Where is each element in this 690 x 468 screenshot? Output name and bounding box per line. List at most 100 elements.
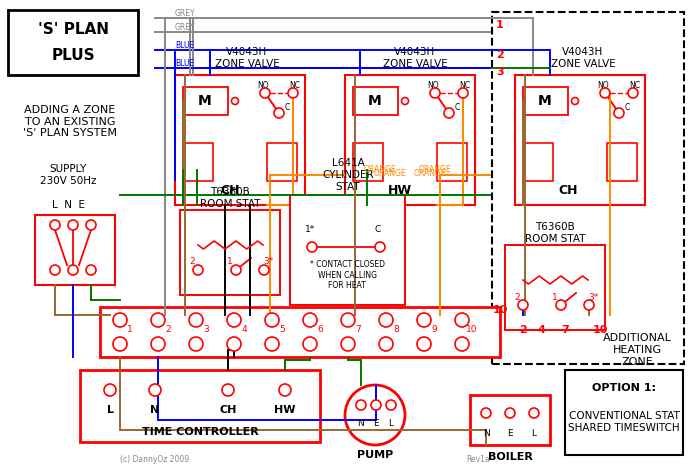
Text: M: M: [198, 94, 212, 108]
FancyBboxPatch shape: [267, 143, 297, 181]
Circle shape: [481, 408, 491, 418]
Text: 2: 2: [519, 325, 527, 335]
Circle shape: [417, 313, 431, 327]
Text: * CONTACT CLOSED
WHEN CALLING
FOR HEAT: * CONTACT CLOSED WHEN CALLING FOR HEAT: [310, 260, 384, 290]
Text: 9: 9: [431, 324, 437, 334]
Circle shape: [303, 337, 317, 351]
Circle shape: [379, 313, 393, 327]
Circle shape: [151, 313, 165, 327]
Text: L: L: [106, 405, 113, 415]
FancyBboxPatch shape: [345, 75, 475, 205]
Text: 3*: 3*: [588, 292, 598, 301]
Text: NC: NC: [460, 80, 471, 89]
Text: CH: CH: [558, 183, 578, 197]
Circle shape: [279, 384, 291, 396]
Text: 10: 10: [466, 324, 477, 334]
Circle shape: [455, 337, 469, 351]
FancyBboxPatch shape: [505, 245, 605, 330]
Text: NO: NO: [427, 80, 439, 89]
Text: 1*: 1*: [305, 226, 315, 234]
FancyBboxPatch shape: [80, 370, 320, 442]
Text: ORANGE: ORANGE: [364, 166, 396, 175]
Text: 3: 3: [203, 324, 209, 334]
Circle shape: [505, 408, 515, 418]
Circle shape: [231, 265, 241, 275]
Text: 1: 1: [227, 257, 233, 266]
Text: 7: 7: [561, 325, 569, 335]
Text: GREY: GREY: [175, 23, 196, 32]
Circle shape: [288, 88, 298, 98]
Circle shape: [379, 337, 393, 351]
FancyBboxPatch shape: [290, 195, 405, 305]
Circle shape: [227, 337, 241, 351]
Text: 2: 2: [496, 50, 504, 60]
FancyBboxPatch shape: [175, 75, 305, 205]
Text: NO: NO: [597, 80, 609, 89]
FancyBboxPatch shape: [470, 395, 550, 445]
Text: 1: 1: [552, 292, 558, 301]
Text: V4043H
ZONE VALVE: V4043H ZONE VALVE: [215, 47, 279, 69]
Text: T6360B
ROOM STAT: T6360B ROOM STAT: [525, 222, 585, 244]
Text: 4: 4: [537, 325, 545, 335]
Circle shape: [417, 337, 431, 351]
Circle shape: [345, 385, 405, 445]
Text: V4043H
ZONE VALVE: V4043H ZONE VALVE: [551, 47, 615, 69]
Circle shape: [222, 384, 234, 396]
Circle shape: [444, 108, 454, 118]
Circle shape: [113, 313, 127, 327]
Text: L: L: [388, 418, 393, 427]
Text: NC: NC: [290, 80, 301, 89]
Circle shape: [50, 220, 60, 230]
Text: BLUE: BLUE: [175, 42, 195, 51]
Text: E: E: [507, 429, 513, 438]
Circle shape: [584, 300, 594, 310]
Text: N: N: [150, 405, 159, 415]
Text: 3: 3: [496, 67, 504, 77]
Text: L641A
CYLINDER
STAT: L641A CYLINDER STAT: [322, 158, 374, 191]
Text: ORANGE: ORANGE: [414, 168, 446, 177]
Circle shape: [50, 265, 60, 275]
Circle shape: [265, 337, 279, 351]
Text: PUMP: PUMP: [357, 450, 393, 460]
FancyBboxPatch shape: [523, 87, 568, 115]
FancyBboxPatch shape: [437, 143, 467, 181]
FancyBboxPatch shape: [8, 10, 138, 75]
Circle shape: [86, 220, 96, 230]
Circle shape: [371, 400, 381, 410]
FancyBboxPatch shape: [183, 87, 228, 115]
Text: NO: NO: [257, 80, 269, 89]
FancyBboxPatch shape: [180, 210, 280, 295]
Circle shape: [455, 313, 469, 327]
Text: 6: 6: [317, 324, 323, 334]
Text: 'S' PLAN: 'S' PLAN: [37, 22, 108, 37]
FancyBboxPatch shape: [35, 215, 115, 285]
Circle shape: [189, 337, 203, 351]
Circle shape: [227, 313, 241, 327]
Text: CONVENTIONAL STAT
SHARED TIMESWITCH: CONVENTIONAL STAT SHARED TIMESWITCH: [568, 411, 680, 433]
Text: L  N  E: L N E: [52, 200, 84, 210]
Text: 2: 2: [165, 324, 171, 334]
Text: 4: 4: [241, 324, 247, 334]
Text: T6360B
ROOM STAT: T6360B ROOM STAT: [199, 187, 260, 209]
Text: ORANGE: ORANGE: [374, 168, 406, 177]
Circle shape: [259, 265, 269, 275]
FancyBboxPatch shape: [100, 307, 500, 357]
Text: C: C: [284, 103, 290, 112]
Circle shape: [529, 408, 539, 418]
Circle shape: [232, 97, 239, 104]
Text: BLUE: BLUE: [175, 59, 195, 68]
Text: GREY: GREY: [175, 9, 196, 19]
Circle shape: [458, 88, 468, 98]
Text: (c) DannyOz 2009: (c) DannyOz 2009: [120, 455, 189, 465]
Text: N: N: [482, 429, 489, 438]
Text: 1: 1: [127, 324, 133, 334]
Text: PLUS: PLUS: [51, 47, 95, 63]
FancyBboxPatch shape: [183, 143, 213, 181]
Text: 2: 2: [514, 292, 520, 301]
Circle shape: [151, 337, 165, 351]
Circle shape: [341, 313, 355, 327]
Text: NC: NC: [629, 80, 640, 89]
Text: 8: 8: [393, 324, 399, 334]
Text: BOILER: BOILER: [488, 452, 533, 462]
FancyBboxPatch shape: [515, 75, 645, 205]
